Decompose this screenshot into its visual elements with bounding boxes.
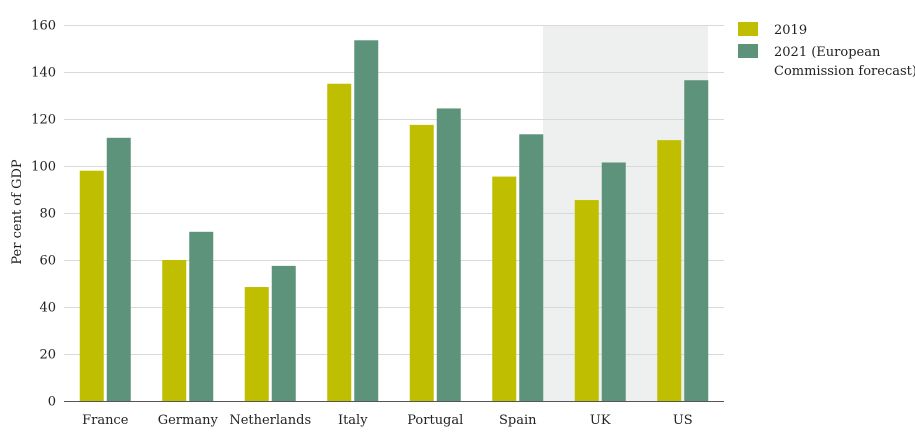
y-axis-title: Per cent of GDP xyxy=(10,159,25,264)
x-tick-label: Italy xyxy=(338,413,368,428)
y-tick-label-layer: 0 20 40 60 80 100 120 140 160 xyxy=(31,19,56,410)
legend-label-2021: 2021 (European Commission forecast) xyxy=(774,45,915,79)
x-tick-label: UK xyxy=(590,413,611,428)
bar-2021-spain xyxy=(519,134,544,401)
x-tick-label: US xyxy=(673,413,693,428)
x-tick-label: Spain xyxy=(499,413,537,428)
y-tick-label: 100 xyxy=(31,160,56,175)
bar-2019-italy xyxy=(327,83,352,401)
x-tick-label: Germany xyxy=(158,413,219,428)
x-tick-label: Portugal xyxy=(407,413,463,428)
bar-2021-germany xyxy=(189,231,214,401)
y-tick-label: 60 xyxy=(39,254,56,269)
bar-2019-germany xyxy=(162,260,187,401)
bar-2019-us xyxy=(657,140,682,401)
y-tick-label: 120 xyxy=(31,113,56,128)
y-tick-label: 20 xyxy=(39,348,56,363)
bar-2021-netherlands xyxy=(271,265,296,401)
bar-2021-france xyxy=(106,137,131,402)
bar-2019-spain xyxy=(492,176,517,401)
x-tick-label-layer: France Germany Netherlands Italy Portugal Spa… xyxy=(82,413,693,428)
y-tick-label: 160 xyxy=(31,19,56,34)
bar-layer xyxy=(79,40,709,402)
bar-2019-france xyxy=(79,170,104,401)
y-tick-label: 140 xyxy=(31,66,56,81)
bar-2021-uk xyxy=(601,162,626,401)
x-tick-label: Netherlands xyxy=(229,413,311,428)
legend-label-2019: 2019 xyxy=(774,23,807,38)
y-tick-label: 0 xyxy=(48,395,56,410)
y-tick-label: 80 xyxy=(39,207,56,222)
bar-2019-uk xyxy=(574,200,599,401)
bar-2019-netherlands xyxy=(244,287,269,401)
legend: 2019 2021 (European Commission forecast) xyxy=(738,22,915,79)
x-tick-label: France xyxy=(82,413,129,428)
bar-2021-portugal xyxy=(436,108,461,402)
bar-2021-us xyxy=(684,80,709,401)
bar-2019-portugal xyxy=(409,124,434,401)
y-tick-label: 40 xyxy=(39,301,56,316)
bar-2021-italy xyxy=(354,40,379,402)
legend-swatch-2021 xyxy=(738,44,758,58)
legend-swatch-2019 xyxy=(738,22,758,36)
